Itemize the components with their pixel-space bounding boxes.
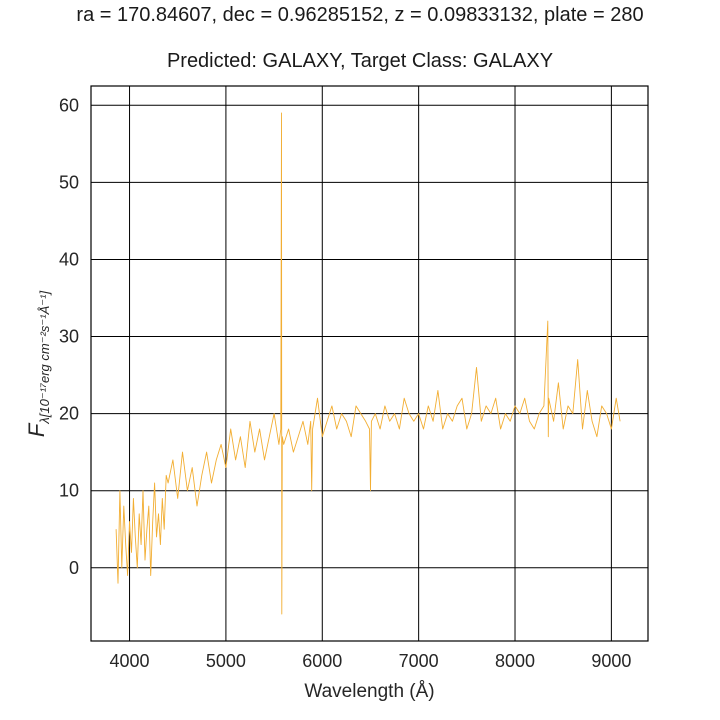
- y-tick-label: 50: [59, 172, 79, 192]
- x-tick-label: 9000: [591, 651, 631, 671]
- chart-title: Predicted: GALAXY, Target Class: GALAXY: [166, 50, 554, 72]
- x-tick-label: 8000: [495, 651, 535, 671]
- plot-frame: [90, 85, 649, 642]
- x-tick-label: 4000: [110, 651, 150, 671]
- svg-text:Fλ[10⁻¹⁷erg cm⁻²s⁻¹Å⁻¹]: Fλ[10⁻¹⁷erg cm⁻²s⁻¹Å⁻¹]: [24, 291, 52, 438]
- x-tick-label: 6000: [302, 651, 342, 671]
- y-axis-label-sub: λ[10⁻¹⁷erg cm⁻²s⁻¹Å⁻¹]: [37, 291, 52, 425]
- y-tick-label: 40: [59, 249, 79, 269]
- y-axis-label: Fλ[10⁻¹⁷erg cm⁻²s⁻¹Å⁻¹]: [24, 291, 52, 438]
- x-ticks: 4000 5000 6000 7000 8000 9000: [110, 651, 632, 671]
- x-tick-label: 7000: [399, 651, 439, 671]
- y-axis-label-main: F: [24, 422, 49, 437]
- y-tick-label: 30: [59, 327, 79, 347]
- y-tick-label: 20: [59, 404, 79, 424]
- y-ticks: 0 10 20 30 40 50 60: [59, 95, 79, 577]
- x-axis-label: Wavelength (Å): [304, 681, 434, 702]
- y-tick-label: 10: [59, 481, 79, 501]
- y-tick-label: 60: [59, 95, 79, 115]
- x-tick-label: 5000: [206, 651, 246, 671]
- series-layer: [115, 112, 621, 615]
- y-tick-label: 0: [69, 558, 79, 578]
- flux-series-line: [115, 112, 621, 615]
- chart-suptitle: ra = 170.84607, dec = 0.96285152, z = 0.…: [76, 4, 644, 26]
- grid-layer: [91, 86, 648, 641]
